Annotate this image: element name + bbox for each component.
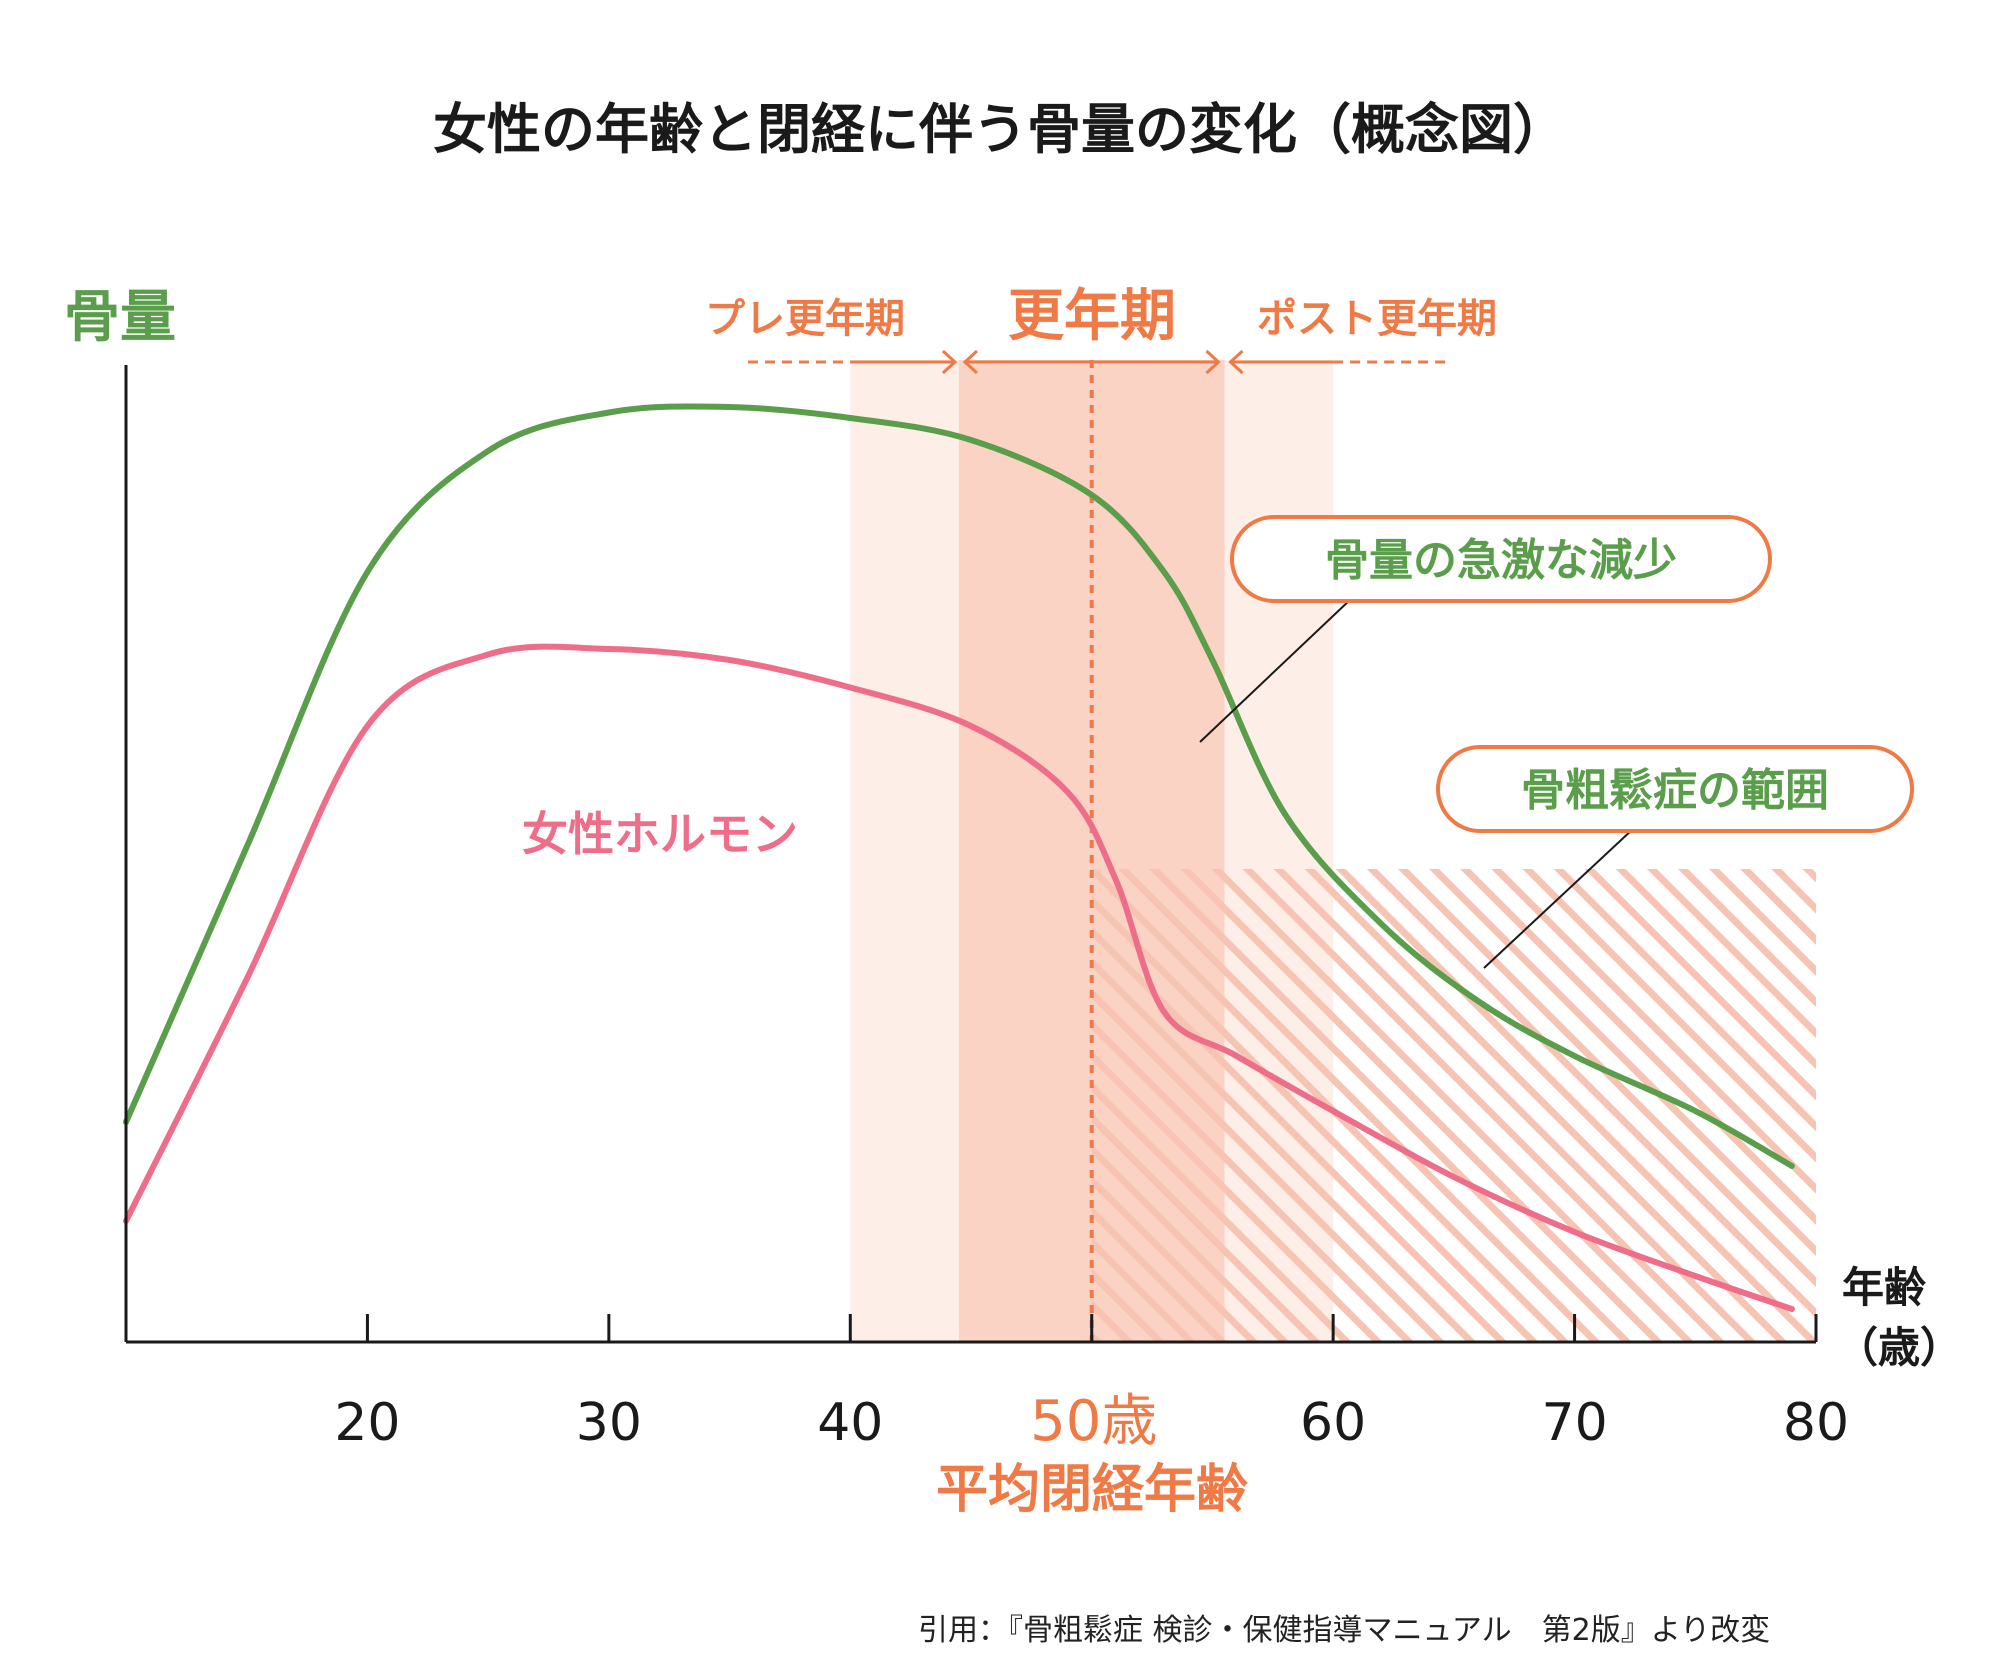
callout-rapid-decrease-box: [1230, 515, 1772, 603]
osteoporosis-range: [1091, 869, 1816, 1342]
callout-osteoporosis-box: [1436, 745, 1914, 833]
series-lines: [123, 403, 1795, 1312]
phase-label-post: ポスト更年期: [1257, 296, 1497, 342]
pre-arrow-head: [941, 349, 958, 375]
axes: 20 30 40 50歳 60 70 80: [124, 365, 1849, 1454]
x-tick-label: 30: [576, 1393, 642, 1453]
menopause-arrow-head-left: [962, 349, 978, 375]
x-tick-label: 80: [1783, 1393, 1849, 1453]
y-axis-label: 骨量: [64, 285, 176, 350]
callout-rapid-decrease: 骨量の急激な減少: [1230, 515, 1772, 603]
callout-rapid-decrease-leader: [1199, 597, 1353, 743]
menopause-arrow-head-right: [1205, 349, 1221, 375]
x-tick-label-average: 50歳: [1030, 1389, 1157, 1454]
x-axis-label: 年齢: [1842, 1263, 1926, 1312]
callout-osteoporosis: 骨粗鬆症の範囲: [1436, 745, 1914, 833]
series-label-hormone: 女性ホルモン: [522, 807, 798, 861]
source-citation: 引用：『骨粗鬆症 検診・保健指導マニュアル 第2版』より改変: [918, 1613, 1770, 1648]
chart-title: 女性の年齢と閉経に伴う骨量の変化（概念図）: [433, 98, 1567, 161]
series-line-female-hormone: [123, 643, 1795, 1312]
average-menopause-label: 平均閉経年齢: [936, 1460, 1248, 1520]
callout-osteoporosis-text: 骨粗鬆症の範囲: [1521, 765, 1829, 816]
x-axis-unit: （歳）: [1836, 1323, 1962, 1372]
annotations: [748, 349, 1635, 969]
x-tick-label: 70: [1541, 1393, 1607, 1453]
x-tick-label: 20: [334, 1393, 400, 1453]
band-pre-menopause: [850, 360, 959, 1342]
callout-osteoporosis-leader: [1483, 827, 1635, 969]
x-tick-label: 40: [817, 1393, 883, 1453]
post-arrow-head: [1228, 349, 1244, 375]
callout-rapid-decrease-text: 骨量の急激な減少: [1325, 535, 1677, 586]
series-line-bone-mass: [123, 403, 1795, 1169]
x-tick-label: 60: [1300, 1393, 1366, 1453]
phase-label-main: 更年期: [1008, 284, 1176, 349]
phase-label-pre: プレ更年期: [705, 296, 905, 342]
period-regions: [850, 360, 1816, 1342]
